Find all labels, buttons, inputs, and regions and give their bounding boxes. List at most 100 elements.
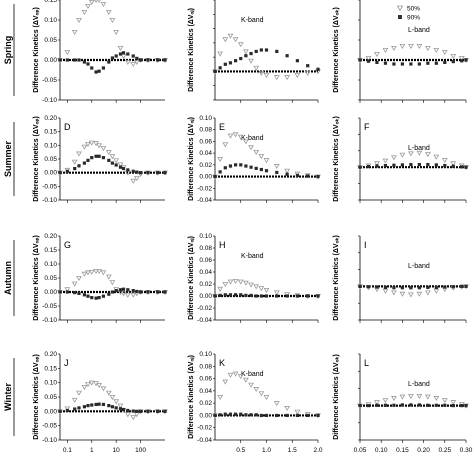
- point-50: [458, 56, 465, 61]
- y-tick-label: 0.10: [44, 261, 57, 268]
- point-90: [254, 166, 258, 170]
- point-50: [227, 133, 234, 139]
- point-90: [146, 58, 150, 62]
- point-50: [424, 290, 431, 296]
- point-90: [306, 294, 310, 298]
- y-tick-label: 0.02: [199, 400, 212, 407]
- point-50: [113, 30, 120, 35]
- point-90: [97, 402, 101, 406]
- y-tick-label: -0.10: [42, 97, 57, 104]
- point-90: [65, 408, 69, 413]
- point-90: [163, 58, 167, 62]
- y-tick-label: 0.00: [44, 170, 57, 177]
- point-90: [156, 58, 160, 62]
- point-50: [273, 290, 280, 296]
- point-50: [85, 270, 91, 276]
- point-50: [71, 159, 78, 165]
- point-90: [383, 61, 388, 65]
- point-50: [64, 406, 71, 412]
- point-50: [294, 73, 301, 78]
- band-label: L-band: [408, 381, 430, 388]
- point-50: [71, 281, 78, 287]
- point-90: [366, 285, 371, 289]
- y-axis-label: Difference Kinetics (ΔVₒₖ): [333, 235, 340, 321]
- point-90: [101, 156, 106, 160]
- panel-letter: H: [219, 240, 226, 250]
- point-90: [94, 70, 98, 74]
- point-90: [90, 296, 94, 300]
- point-50: [391, 46, 397, 51]
- point-90: [426, 162, 430, 167]
- y-tick-label: 0.05: [44, 394, 57, 401]
- y-tick-label: 0.00: [44, 57, 57, 64]
- point-50: [232, 279, 239, 284]
- point-90: [118, 165, 123, 169]
- y-tick-label: -0.05: [42, 77, 57, 84]
- y-tick-label: 0.15: [44, 365, 57, 372]
- point-90: [121, 408, 126, 412]
- panel-letter: J: [64, 358, 69, 368]
- panel-0-1: Difference Kinetics (ΔVₒⱼ) K-band: [188, 0, 321, 103]
- point-90: [244, 413, 248, 417]
- point-90: [306, 413, 310, 418]
- point-90: [417, 62, 421, 66]
- point-90: [316, 413, 320, 418]
- point-90: [383, 163, 388, 168]
- panel-letter: F: [364, 122, 370, 132]
- point-90: [383, 285, 388, 290]
- point-50: [304, 70, 311, 76]
- y-tick-label: 0.20: [44, 351, 57, 358]
- point-90: [90, 156, 94, 160]
- x-tick-label: 10: [113, 447, 121, 454]
- point-90: [285, 294, 289, 298]
- point-50: [248, 282, 254, 288]
- point-90: [464, 58, 468, 62]
- y-tick-label: 0.10: [199, 351, 212, 358]
- x-tick-label: 0.05: [354, 447, 367, 454]
- panel-letter: I: [364, 240, 367, 250]
- point-50: [113, 399, 120, 405]
- point-50: [222, 379, 229, 385]
- point-50: [407, 44, 414, 49]
- point-50: [222, 142, 229, 148]
- point-90: [90, 66, 94, 70]
- point-50: [109, 18, 116, 23]
- point-90: [400, 286, 404, 290]
- point-90: [392, 286, 396, 290]
- y-axis-label: Difference Kinetics (ΔVₒⱼ): [188, 8, 195, 92]
- point-90: [90, 403, 94, 407]
- point-90: [375, 164, 379, 168]
- point-50: [109, 395, 116, 400]
- point-90: [73, 58, 77, 62]
- point-90: [101, 294, 106, 298]
- point-90: [254, 413, 258, 417]
- y-tick-label: 0.06: [199, 257, 212, 264]
- point-90: [275, 170, 279, 175]
- y-tick-label: 0.10: [199, 115, 212, 122]
- point-50: [81, 271, 88, 277]
- point-90: [249, 165, 253, 169]
- point-90: [451, 285, 455, 289]
- point-90: [218, 413, 222, 417]
- point-50: [365, 56, 372, 61]
- y-tick-label: -0.02: [197, 185, 212, 192]
- point-50: [71, 30, 78, 35]
- y-axis-label: Difference Kinetics (ΔVₒₖ): [333, 116, 340, 202]
- point-50: [130, 178, 137, 184]
- point-50: [105, 390, 112, 396]
- point-90: [264, 294, 269, 298]
- point-90: [366, 59, 371, 63]
- point-90: [434, 163, 438, 167]
- point-90: [97, 296, 101, 300]
- point-50: [441, 157, 448, 163]
- point-90: [358, 165, 362, 169]
- point-90: [65, 58, 69, 62]
- point-50: [258, 70, 265, 76]
- point-90: [73, 290, 77, 295]
- point-90: [138, 171, 143, 175]
- point-50: [248, 382, 254, 388]
- point-50: [374, 400, 380, 406]
- point-90: [392, 163, 396, 167]
- point-50: [124, 60, 131, 65]
- point-50: [100, 146, 107, 152]
